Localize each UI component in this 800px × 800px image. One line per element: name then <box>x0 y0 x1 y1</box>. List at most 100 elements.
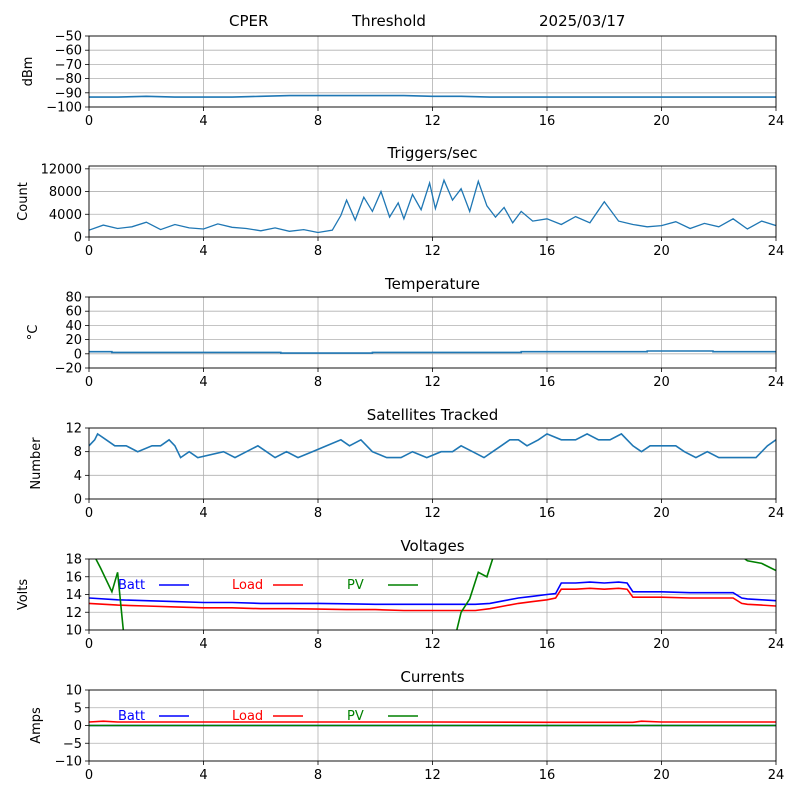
x-tick-label: 16 <box>539 506 556 521</box>
y-tick-label: −80 <box>55 72 82 87</box>
series-line-main <box>89 350 776 354</box>
panel-0: 0 4 8 12 16 20 24 −50−60−70−80−90−100 dBm <box>21 30 784 130</box>
legend-label-batt: Batt <box>118 578 145 593</box>
y-tick-label: 14 <box>65 588 82 603</box>
x-tick-label: 8 <box>314 506 322 521</box>
y-tick-label: −10 <box>55 755 82 770</box>
x-tick-label: 16 <box>539 637 556 652</box>
y-tick-label: 8 <box>74 445 82 460</box>
y-axis-label: Amps <box>29 707 44 744</box>
y-tick-label: −70 <box>55 58 82 73</box>
panel-title: Temperature <box>384 275 480 293</box>
legend-label-batt: Batt <box>118 709 145 724</box>
x-tick-label: 12 <box>424 768 441 783</box>
x-tick-label: 4 <box>199 244 207 259</box>
panel-5: 0 4 8 12 16 20 24 −10 −5 0 5 10 Currents Amps Batt Load… <box>29 668 784 783</box>
y-tick-label: 4000 <box>49 208 82 223</box>
y-tick-label: 16 <box>65 570 82 585</box>
y-tick-label: 10 <box>65 624 82 639</box>
y-tick-label: 12 <box>65 422 82 437</box>
y-tick-label: 0 <box>74 719 82 734</box>
panel-title: Currents <box>400 668 464 686</box>
plot-frame <box>88 35 777 108</box>
legend-label-pv: PV <box>347 578 364 593</box>
x-tick-label: 4 <box>199 506 207 521</box>
y-tick-label: 5 <box>74 701 82 716</box>
y-tick-label: 18 <box>65 553 82 568</box>
y-axis-label: °C <box>26 325 41 341</box>
x-tick-label: 0 <box>85 637 93 652</box>
x-tick-label: 24 <box>768 637 785 652</box>
y-axis-label: Count <box>16 182 31 221</box>
x-tick-label: 0 <box>85 768 93 783</box>
x-tick-label: 24 <box>768 244 785 259</box>
y-axis-label: Number <box>29 437 44 490</box>
series-line-load <box>89 720 776 724</box>
y-tick-label: −100 <box>46 101 82 116</box>
plot-frame <box>88 689 777 762</box>
x-tick-label: 4 <box>199 114 207 129</box>
series-line-main <box>89 94 776 98</box>
x-tick-label: 16 <box>539 114 556 129</box>
x-tick-label: 8 <box>314 375 322 390</box>
y-tick-label: −5 <box>63 737 82 752</box>
x-tick-label: 16 <box>539 244 556 259</box>
plot-frame <box>88 427 777 500</box>
x-tick-label: 0 <box>85 244 93 259</box>
x-tick-label: 20 <box>653 114 670 129</box>
x-tick-label: 0 <box>85 375 93 390</box>
panel-title: Voltages <box>400 537 464 555</box>
x-tick-label: 12 <box>424 506 441 521</box>
x-tick-label: 4 <box>199 637 207 652</box>
x-tick-label: 8 <box>314 114 322 129</box>
y-tick-label: 0 <box>74 347 82 362</box>
x-tick-label: 4 <box>199 768 207 783</box>
plot-frame <box>88 558 777 631</box>
series-line-batt <box>89 581 776 606</box>
panel-title: Satellites Tracked <box>367 406 498 424</box>
x-tick-label: 24 <box>768 114 785 129</box>
x-tick-label: 4 <box>199 375 207 390</box>
x-tick-label: 24 <box>768 506 785 521</box>
panel-1: 0 4 8 12 16 20 24 0 4000 8000 12000 Triggers/sec Cou… <box>16 144 784 259</box>
y-tick-label: 8000 <box>49 185 82 200</box>
panel-3: 0 4 8 12 16 20 24 0 4 8 12 Satellites Tracked Number <box>29 406 784 521</box>
y-tick-label: 0 <box>74 493 82 508</box>
header-station: CPER <box>229 12 268 30</box>
x-tick-label: 20 <box>653 375 670 390</box>
header-mode: Threshold <box>351 12 426 30</box>
x-tick-label: 12 <box>424 637 441 652</box>
series-line-main <box>89 178 776 234</box>
x-tick-label: 20 <box>653 506 670 521</box>
x-tick-label: 0 <box>85 114 93 129</box>
y-tick-label: 20 <box>65 333 82 348</box>
panel-4: 0 4 8 12 16 20 24 10 12 14 16 18 Voltages Volts Batt Lo… <box>16 537 784 652</box>
y-tick-label: 80 <box>65 291 82 306</box>
x-tick-label: 12 <box>424 375 441 390</box>
x-tick-label: 20 <box>653 768 670 783</box>
legend-label-load: Load <box>232 709 263 724</box>
x-tick-label: 8 <box>314 768 322 783</box>
y-tick-label: 10 <box>65 684 82 699</box>
header-date: 2025/03/17 <box>539 12 625 30</box>
x-tick-label: 8 <box>314 637 322 652</box>
y-axis-label: Volts <box>16 579 31 611</box>
x-tick-label: 24 <box>768 768 785 783</box>
series-line-load <box>89 587 776 612</box>
plot-frame <box>88 165 777 238</box>
x-tick-label: 20 <box>653 244 670 259</box>
x-tick-label: 20 <box>653 637 670 652</box>
y-tick-label: 60 <box>65 305 82 320</box>
y-tick-label: −20 <box>55 362 82 377</box>
legend-label-pv: PV <box>347 709 364 724</box>
x-tick-label: 0 <box>85 506 93 521</box>
y-tick-label: 12000 <box>41 162 82 177</box>
x-tick-label: 8 <box>314 244 322 259</box>
x-tick-label: 24 <box>768 375 785 390</box>
series-line-main <box>89 432 776 459</box>
y-tick-label: 4 <box>74 469 82 484</box>
panel-title: Triggers/sec <box>387 144 478 162</box>
